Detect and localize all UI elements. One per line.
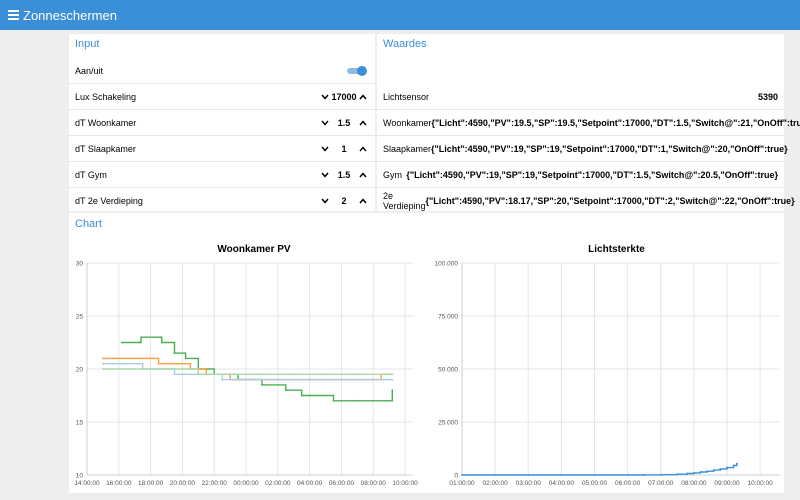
numeric-value[interactable]: 1.5 bbox=[337, 170, 351, 180]
chart-card: Chart Woonkamer PV Lichtsterkte bbox=[69, 213, 784, 493]
numeric-label: dT Gym bbox=[75, 169, 107, 180]
numeric-row: dT Gym 1.5 bbox=[69, 162, 375, 188]
numeric-value[interactable]: 2 bbox=[341, 196, 347, 206]
chevron-up-icon[interactable] bbox=[357, 91, 369, 103]
chevron-up-icon[interactable] bbox=[357, 143, 369, 155]
numeric-row: dT Woonkamer 1.5 bbox=[69, 110, 375, 136]
waardes-row: Slaapkamer {"Licht":4590,"PV":19,"SP":19,… bbox=[377, 136, 788, 162]
waardes-value: {"Licht":4590,"PV":19.5,"SP":19.5,"Setpo… bbox=[431, 117, 800, 128]
numeric-label: dT Slaapkamer bbox=[75, 143, 136, 154]
numeric-label: dT Woonkamer bbox=[75, 117, 137, 128]
numeric-label: dT 2e Verdieping bbox=[75, 196, 143, 206]
waardes-row: Woonkamer {"Licht":4590,"PV":19.5,"SP":19… bbox=[377, 110, 800, 136]
numeric-label: Lux Schakeling bbox=[75, 91, 137, 102]
numeric-row: Lux Schakeling 17000 bbox=[69, 84, 375, 110]
waardes-value: 5390 bbox=[757, 91, 778, 102]
waardes-card: Waardes Lichtsensor 5390 Woonkamer {"Licht"… bbox=[377, 34, 800, 214]
numeric-stepper: 1.5 bbox=[319, 162, 369, 188]
numeric-stepper: 1 bbox=[319, 136, 369, 162]
chevron-down-icon[interactable] bbox=[319, 91, 331, 103]
chevron-down-icon[interactable] bbox=[319, 117, 331, 129]
chart-section-title: Chart bbox=[75, 218, 102, 230]
numeric-stepper: 2 bbox=[319, 188, 369, 214]
numeric-value[interactable]: 17000 bbox=[331, 92, 357, 102]
toggle-row: Aan/uit bbox=[69, 58, 375, 84]
waardes-label: Gym bbox=[383, 169, 402, 180]
numeric-stepper: 1.5 bbox=[319, 110, 369, 136]
numeric-stepper: 17000 bbox=[319, 84, 369, 110]
waardes-label: Slaapkamer bbox=[383, 143, 432, 154]
input-title: Input bbox=[75, 38, 100, 50]
chevron-down-icon[interactable] bbox=[319, 195, 331, 207]
waardes-title: Waardes bbox=[383, 38, 427, 50]
chart-title-woonkamer: Woonkamer PV bbox=[217, 244, 291, 255]
top-bar: Zonneschermen bbox=[0, 0, 800, 30]
numeric-row: dT 2e Verdieping 2 bbox=[69, 188, 375, 214]
chevron-up-icon[interactable] bbox=[357, 169, 369, 181]
waardes-value: {"Licht":4590,"PV":19,"SP":19,"Setpoint"… bbox=[431, 143, 788, 154]
waardes-label: Lichtsensor bbox=[383, 91, 430, 102]
toggle-label: Aan/uit bbox=[75, 65, 104, 76]
waardes-row: 2e Verdieping {"Licht":4590,"PV":18.17,"S… bbox=[377, 188, 795, 214]
chevron-up-icon[interactable] bbox=[357, 195, 369, 207]
app-title: Zonneschermen bbox=[23, 7, 117, 23]
numeric-value[interactable]: 1.5 bbox=[337, 118, 351, 128]
on-off-switch[interactable] bbox=[347, 66, 367, 76]
waardes-label: 2e Verdieping bbox=[383, 191, 426, 211]
chart-title-lichtsterkte: Lichtsterkte bbox=[588, 244, 645, 255]
waardes-row: Lichtsensor 5390 bbox=[377, 84, 784, 110]
chevron-up-icon[interactable] bbox=[357, 117, 369, 129]
waardes-value: {"Licht":4590,"PV":19,"SP":19,"Setpoint"… bbox=[406, 169, 778, 180]
chevron-down-icon[interactable] bbox=[319, 143, 331, 155]
waardes-label: Woonkamer bbox=[383, 117, 432, 128]
menu-icon[interactable] bbox=[8, 10, 19, 20]
numeric-row: dT Slaapkamer 1 bbox=[69, 136, 375, 162]
input-card: Input Aan/uit Lux Schakeling 17000 dT Woon… bbox=[69, 34, 375, 211]
waardes-row: Gym {"Licht":4590,"PV":19,"SP":19,"Setpoi… bbox=[377, 162, 784, 188]
chevron-down-icon[interactable] bbox=[319, 169, 331, 181]
numeric-value[interactable]: 1 bbox=[341, 144, 347, 154]
waardes-value: {"Licht":4590,"PV":18.17,"SP":20,"Setpoi… bbox=[425, 196, 795, 206]
